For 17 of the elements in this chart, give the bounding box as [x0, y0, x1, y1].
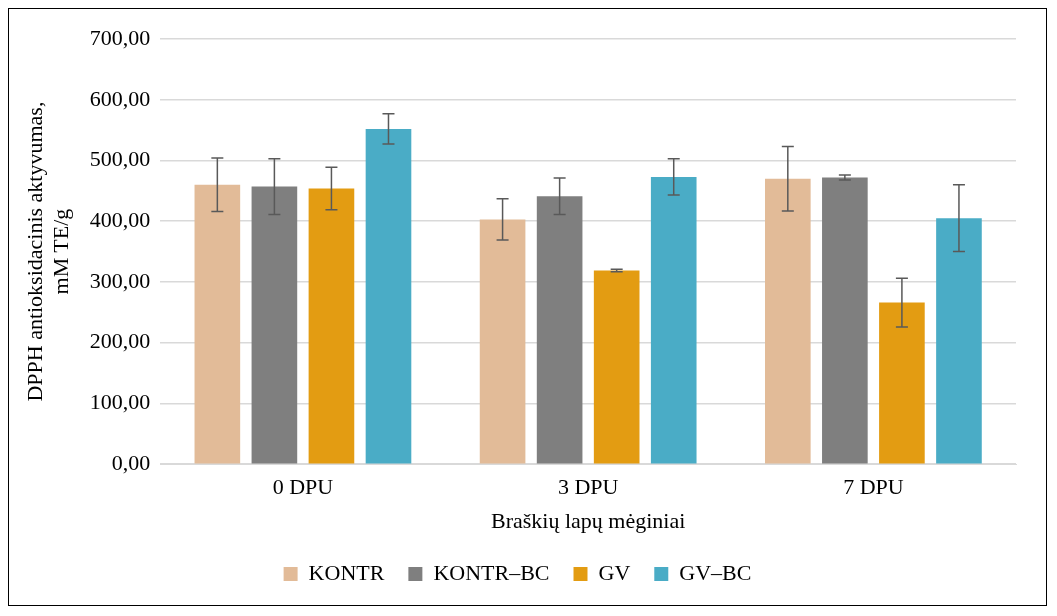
legend-label: KONTR–BC: [433, 559, 550, 585]
x-tick-label: 3 DPU: [557, 474, 619, 500]
legend-label: KONTR: [308, 559, 385, 585]
y-tick-label: 200,00: [89, 328, 151, 354]
y-tick-label: 100,00: [89, 389, 151, 415]
y-tick-label: 400,00: [89, 207, 151, 233]
legend-label: GV: [598, 559, 631, 585]
y-tick-label: 600,00: [89, 85, 151, 111]
y-tick-label: 300,00: [89, 267, 151, 293]
x-tick-label: 7 DPU: [843, 474, 904, 500]
y-axis-title: DPPH antioksidacinis aktyvumas, mM TE/g: [21, 101, 74, 402]
x-axis-title: Braškių lapų mėginiai: [491, 507, 686, 533]
x-tick-label: 0 DPU: [272, 474, 334, 500]
y-tick-label: 500,00: [89, 146, 151, 172]
y-tick-label: 0,00: [111, 449, 151, 475]
y-tick-label: 700,00: [89, 24, 151, 50]
legend-label: GV–BC: [679, 559, 752, 585]
